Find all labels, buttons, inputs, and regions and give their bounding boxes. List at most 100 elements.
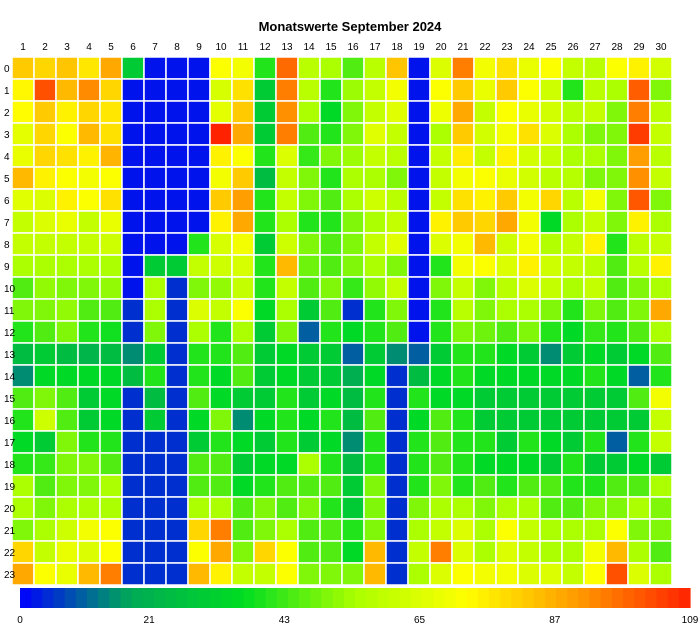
heatmap-cell [649, 430, 673, 454]
heatmap-cell [341, 518, 365, 542]
heatmap-cell [253, 188, 277, 212]
heatmap-cell [429, 210, 453, 234]
heatmap-cell [517, 342, 541, 366]
heatmap-cell [407, 474, 431, 498]
heatmap-cell [605, 100, 629, 124]
heatmap-cell [275, 144, 299, 168]
y-tick-label: 13 [4, 350, 16, 361]
heatmap-cell [121, 408, 145, 432]
heatmap-cell [121, 474, 145, 498]
heatmap-cell [517, 232, 541, 256]
colorbar-segment [455, 588, 468, 608]
heatmap-cell [121, 364, 145, 388]
heatmap-cell [583, 408, 607, 432]
heatmap-cell [517, 210, 541, 234]
heatmap-cell [451, 430, 475, 454]
heatmap-cell [649, 100, 673, 124]
colorbar-segment [332, 588, 345, 608]
colorbar-tick-label: 87 [549, 615, 561, 626]
heatmap-cell [627, 452, 651, 476]
heatmap-cell [209, 78, 233, 102]
x-tick-label: 23 [501, 42, 513, 53]
heatmap-cell [143, 144, 167, 168]
heatmap-cell [583, 122, 607, 146]
heatmap-cell [429, 518, 453, 542]
heatmap-cell [99, 166, 123, 190]
heatmap-cell [341, 364, 365, 388]
heatmap-cell [209, 56, 233, 80]
heatmap-cell [55, 254, 79, 278]
heatmap-cell [11, 276, 35, 300]
heatmap-cell [495, 342, 519, 366]
heatmap-cell [517, 540, 541, 564]
heatmap-cell [275, 188, 299, 212]
heatmap-cell [627, 562, 651, 586]
heatmap-cell [11, 496, 35, 520]
colorbar-tick-label: 21 [144, 615, 156, 626]
heatmap-cell [319, 298, 343, 322]
y-tick-label: 17 [4, 438, 16, 449]
heatmap-cell [121, 562, 145, 586]
heatmap-cell [627, 386, 651, 410]
heatmap-cell [517, 452, 541, 476]
heatmap-cell [451, 254, 475, 278]
heatmap-cell [209, 430, 233, 454]
heatmap-cell [187, 56, 211, 80]
heatmap-cell [143, 56, 167, 80]
colorbar-segment [533, 588, 546, 608]
heatmap-cell [407, 496, 431, 520]
heatmap-cell [187, 210, 211, 234]
heatmap-cell [275, 496, 299, 520]
heatmap-cell [539, 254, 563, 278]
heatmap-cell [165, 232, 189, 256]
heatmap-cell [649, 210, 673, 234]
heatmap-cell [231, 496, 255, 520]
heatmap-cell [385, 518, 409, 542]
colorbar-segment [678, 588, 691, 608]
heatmap-cell [605, 298, 629, 322]
heatmap-cell [297, 496, 321, 520]
x-tick-label: 15 [325, 42, 337, 53]
heatmap-cell [55, 210, 79, 234]
chart-title: Monatswerte September 2024 [258, 19, 442, 34]
y-tick-label: 18 [4, 460, 16, 471]
colorbar-segment [321, 588, 334, 608]
heatmap-cell [297, 254, 321, 278]
heatmap-cell [451, 78, 475, 102]
heatmap-cell [495, 232, 519, 256]
heatmap-cell [451, 540, 475, 564]
heatmap-cell [385, 56, 409, 80]
heatmap-cell [253, 408, 277, 432]
heatmap-cell [209, 320, 233, 344]
heatmap-cell [33, 56, 57, 80]
heatmap-cell [275, 320, 299, 344]
heatmap-cell [319, 210, 343, 234]
colorbar-segment [511, 588, 524, 608]
y-tick-label: 21 [4, 526, 16, 537]
y-tick-label: 10 [4, 284, 16, 295]
heatmap-cell [429, 166, 453, 190]
heatmap-cell [539, 430, 563, 454]
colorbar-segment [98, 588, 110, 608]
heatmap-cell [253, 342, 277, 366]
heatmap-cell [187, 540, 211, 564]
heatmap-cell [33, 144, 57, 168]
heatmap-cell [121, 56, 145, 80]
heatmap-cell [627, 474, 651, 498]
heatmap-cell [561, 386, 585, 410]
heatmap-cell [275, 166, 299, 190]
heatmap-cell [77, 188, 101, 212]
heatmap-cell [407, 320, 431, 344]
heatmap-cell [99, 364, 123, 388]
heatmap-cell [121, 210, 145, 234]
heatmap-cell [649, 188, 673, 212]
heatmap-cell [649, 122, 673, 146]
heatmap-cell [517, 364, 541, 388]
heatmap-cell [539, 518, 563, 542]
heatmap-cell [495, 518, 519, 542]
heatmap-cell [385, 408, 409, 432]
heatmap-cell [77, 430, 101, 454]
heatmap-cell [209, 342, 233, 366]
heatmap-cell [561, 430, 585, 454]
colorbar-segment [477, 588, 490, 608]
